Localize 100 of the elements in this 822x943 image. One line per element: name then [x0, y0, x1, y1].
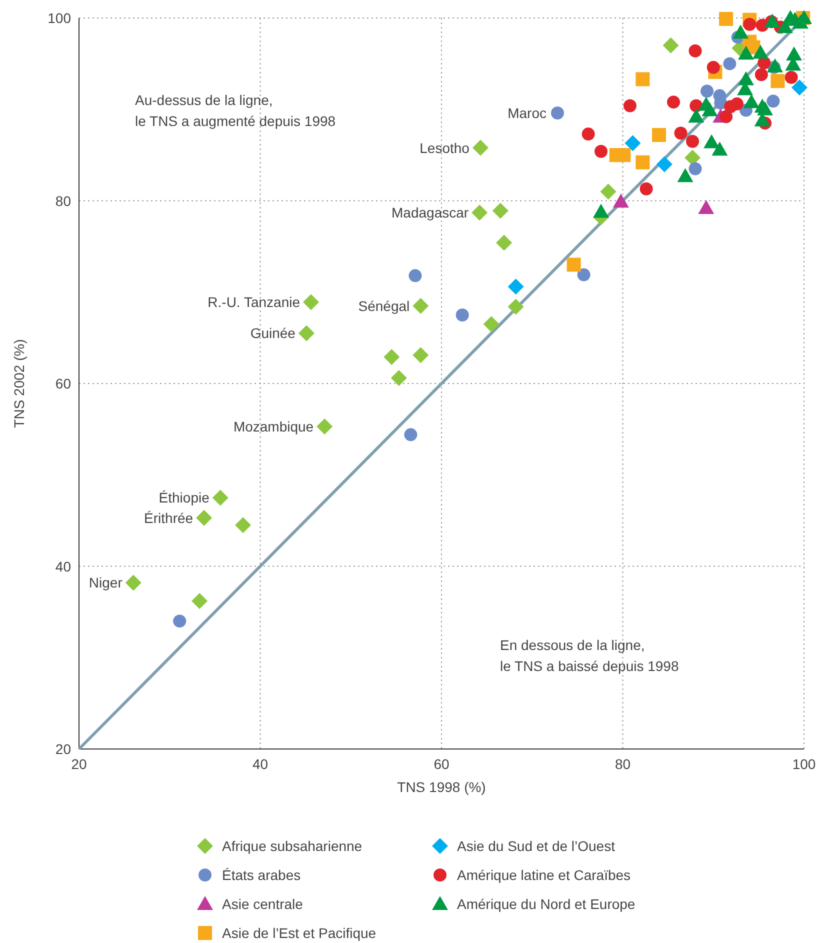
y-tick-label: 40 — [55, 558, 72, 574]
y-tick-label: 60 — [55, 376, 72, 392]
point — [404, 428, 418, 442]
point — [667, 96, 680, 109]
annotation: Au-dessus de la ligne, le TNS a augmenté depuis 1998 — [135, 92, 336, 129]
point — [612, 194, 629, 208]
point — [196, 510, 212, 526]
point — [173, 614, 186, 628]
point — [738, 46, 754, 60]
annotation: R.-U. Tanzanie — [208, 294, 300, 310]
point — [594, 144, 608, 158]
annotation: Sénégal — [358, 298, 410, 314]
point — [412, 298, 429, 314]
annotation: Madagascar — [392, 204, 469, 221]
point — [677, 168, 694, 182]
point — [636, 72, 650, 86]
point — [303, 294, 319, 310]
point — [730, 97, 744, 110]
y-tick-label: 20 — [55, 741, 72, 757]
x-tick-label: 100 — [792, 756, 816, 772]
annotation: Guinée — [250, 325, 296, 342]
point — [743, 94, 760, 108]
point — [640, 182, 653, 196]
point — [472, 140, 488, 156]
point — [752, 44, 768, 59]
legend-label: Asie de l’Est et Pacifique — [222, 925, 376, 941]
point — [624, 99, 636, 112]
point — [212, 490, 228, 506]
legend-label: Amérique du Nord et Europe — [457, 896, 636, 912]
point — [662, 37, 679, 54]
legend-label: Asie du Sud et de l’Ouest — [457, 838, 616, 854]
y-axis-title: TNS 2002 (%) — [11, 339, 27, 428]
y-tick-label: 80 — [55, 192, 72, 209]
legend-label: Asie centrale — [222, 896, 304, 912]
point — [706, 60, 720, 74]
point — [700, 84, 714, 98]
point — [757, 101, 774, 116]
y-tick-label: 100 — [48, 10, 72, 26]
point — [582, 128, 595, 141]
point — [192, 592, 208, 609]
point — [686, 134, 700, 148]
point — [616, 148, 631, 162]
point — [767, 58, 783, 72]
point — [743, 18, 756, 31]
point — [551, 106, 564, 120]
annotation: Mozambique — [233, 418, 314, 434]
point — [472, 204, 488, 221]
point — [719, 12, 734, 26]
point — [492, 202, 508, 219]
annotation: En dessous de la ligne, le TNS a baissé depuis 1998 — [500, 637, 679, 674]
point — [125, 574, 142, 591]
point — [684, 150, 701, 166]
point — [298, 325, 314, 342]
annotation: Niger — [88, 574, 123, 591]
point — [412, 347, 429, 364]
point — [702, 102, 718, 116]
point — [674, 126, 688, 140]
point — [688, 44, 702, 58]
x-tick-label: 80 — [614, 756, 631, 772]
point — [496, 234, 512, 251]
point — [577, 268, 590, 282]
legend-label: États arabes — [222, 867, 301, 883]
point — [770, 74, 785, 88]
point — [456, 308, 469, 322]
point — [408, 269, 422, 282]
point — [712, 142, 728, 156]
point — [791, 79, 808, 96]
point — [698, 200, 714, 214]
point — [508, 278, 524, 295]
point — [636, 155, 650, 170]
point — [600, 184, 616, 200]
point — [723, 57, 736, 70]
point — [316, 418, 333, 434]
point — [732, 24, 749, 39]
point — [786, 46, 802, 61]
annotation: Érithrée — [144, 510, 194, 526]
point — [720, 110, 733, 124]
annotation: Lesotho — [420, 140, 470, 156]
point — [235, 517, 252, 534]
x-tick-label: 20 — [71, 756, 87, 772]
point — [652, 128, 666, 142]
point — [688, 108, 704, 123]
annotation: Éthiopie — [158, 490, 210, 506]
annotation: Maroc — [508, 105, 546, 122]
point — [624, 135, 641, 152]
point — [508, 298, 524, 315]
point — [784, 70, 798, 84]
point — [764, 14, 780, 28]
point — [688, 162, 702, 176]
x-axis-title: TNS 1998 (%) — [397, 779, 486, 795]
point — [566, 258, 581, 272]
legend-label: Amérique latine et Caraïbes — [457, 867, 631, 883]
legend-label: Afrique subsaharienne — [222, 838, 362, 854]
x-tick-label: 40 — [252, 756, 268, 772]
point — [754, 68, 768, 82]
x-tick-label: 60 — [434, 756, 450, 772]
point — [766, 94, 780, 108]
point — [390, 370, 407, 386]
point — [483, 316, 500, 332]
point — [656, 156, 672, 172]
